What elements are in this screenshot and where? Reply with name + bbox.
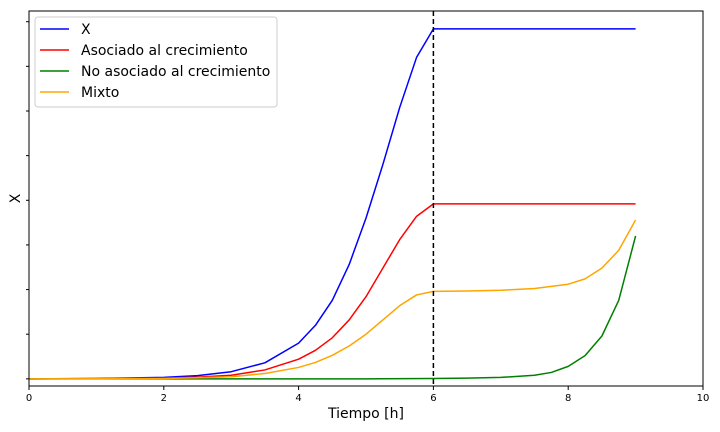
- legend-label: Mixto: [81, 85, 119, 101]
- series-line-0: [28, 28, 636, 380]
- x-tick-label: 2: [161, 393, 167, 404]
- x-axis-label: Tiempo [h]: [327, 406, 404, 422]
- legend-label: Asociado al crecimiento: [81, 43, 248, 59]
- x-tick-label: 4: [295, 393, 301, 404]
- series-line-3: [28, 219, 637, 380]
- legend: X Asociado al crecimiento No asociado al c…: [34, 16, 278, 108]
- axes-layer: 0 2 4 6 8 10: [26, 10, 710, 404]
- series-layer: [28, 11, 637, 386]
- legend-box: [34, 16, 278, 108]
- series-line-2: [29, 235, 637, 380]
- axes-frame: [28, 10, 704, 387]
- x-tick-label: 0: [26, 393, 32, 404]
- x-tick-label: 10: [697, 393, 710, 404]
- legend-label: X: [81, 22, 91, 38]
- legend-label: No asociado al crecimiento: [81, 64, 270, 80]
- x-tick-label: 8: [565, 393, 571, 404]
- x-tick-label: 6: [430, 393, 436, 404]
- y-axis-label: X: [8, 193, 24, 203]
- series-line-1: [28, 203, 636, 380]
